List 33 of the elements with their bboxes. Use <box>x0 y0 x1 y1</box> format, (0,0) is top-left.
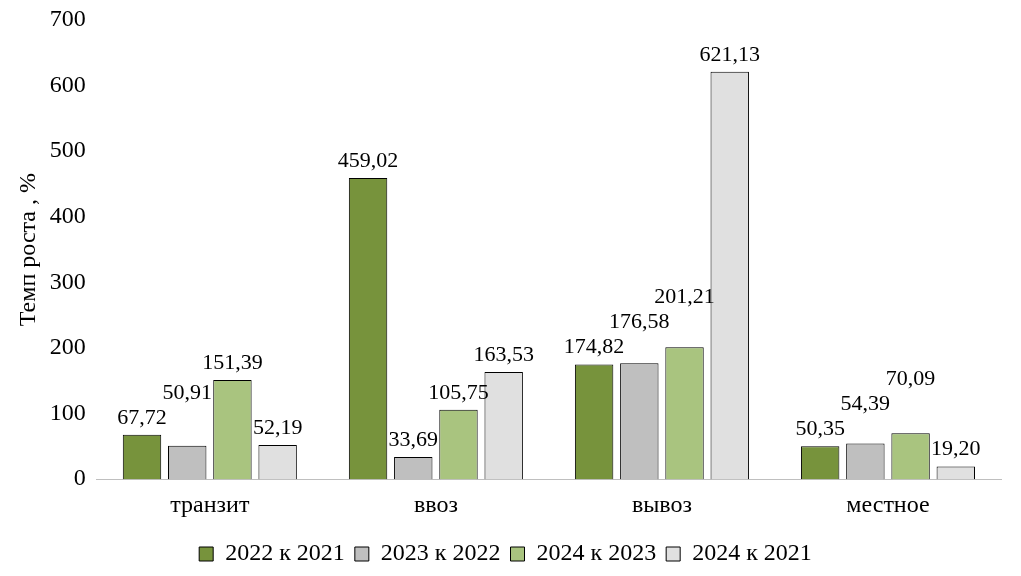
data-label: 176,58 <box>609 308 670 334</box>
y-tick-label: 300 <box>49 267 86 294</box>
data-label: 19,20 <box>931 435 981 461</box>
data-label: 50,91 <box>162 378 212 404</box>
x-tick-label: местное <box>846 490 930 517</box>
data-label: 70,09 <box>885 364 936 390</box>
y-tick-label: 500 <box>49 136 86 163</box>
data-label: 174,82 <box>563 333 625 359</box>
data-label: 621,13 <box>699 40 760 66</box>
data-label: 459,02 <box>337 146 399 172</box>
data-label: 33,69 <box>388 425 439 451</box>
y-tick-label: 400 <box>49 202 86 229</box>
y-tick-label: 100 <box>49 398 86 425</box>
legend-label: 2024 к 2021 <box>692 539 812 566</box>
legend-label: 2023 к 2022 <box>380 539 501 566</box>
x-tick-label: вывоз <box>631 490 692 517</box>
y-tick-label: 200 <box>49 333 86 360</box>
data-label: 50,35 <box>795 414 845 440</box>
data-label: 151,39 <box>202 348 263 374</box>
data-label: 201,21 <box>654 283 715 309</box>
y-tick-label: 0 <box>73 464 86 491</box>
data-label: 54,39 <box>840 389 891 415</box>
legend-label: 2022 к 2021 <box>225 539 345 566</box>
y-tick-label: 600 <box>49 70 86 97</box>
data-label: 67,72 <box>117 403 167 429</box>
y-tick-label: 700 <box>49 5 86 32</box>
y-axis-title: Темп роста , % <box>13 173 40 327</box>
x-tick-label: транзит <box>170 490 250 517</box>
data-label: 163,53 <box>473 340 534 366</box>
x-tick-label: ввоз <box>413 490 458 517</box>
legend-label: 2024 к 2023 <box>536 539 657 566</box>
data-label: 105,75 <box>428 378 489 404</box>
data-label: 52,19 <box>252 413 303 439</box>
